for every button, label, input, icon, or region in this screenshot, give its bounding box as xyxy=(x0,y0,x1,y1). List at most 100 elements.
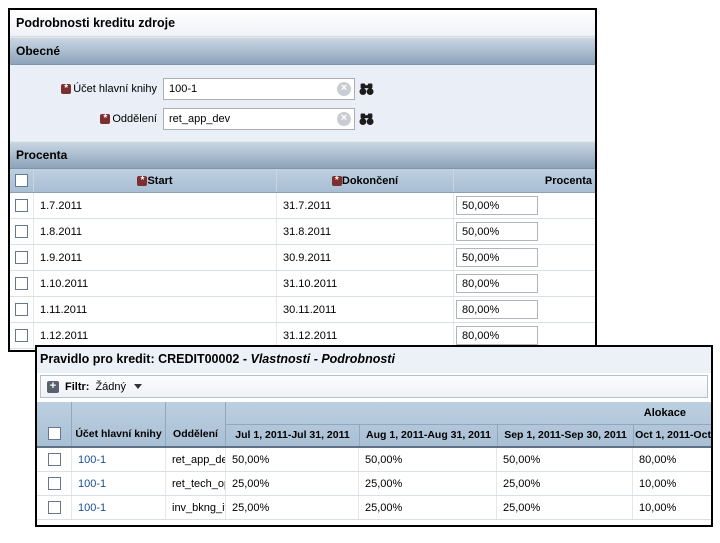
allocation-value: 25,00% xyxy=(358,472,496,495)
table-row: 1.9.2011 30.9.2011 xyxy=(10,245,595,271)
row-checkbox[interactable] xyxy=(15,251,28,264)
allocation-value: 50,00% xyxy=(358,448,496,471)
row-checkbox[interactable] xyxy=(47,501,61,514)
percents-table-header: * Start * Dokončení Procenta xyxy=(10,169,595,193)
department-value: ret_tech_ops xyxy=(165,472,225,495)
column-header-end[interactable]: * Dokončení xyxy=(276,169,453,192)
allocation-table: Účet hlavní knihy Oddělení Alokace Jul 1… xyxy=(37,402,711,520)
window-title: Podrobnosti kreditu zdroje xyxy=(10,10,595,37)
allocation-table-header: Účet hlavní knihy Oddělení Alokace Jul 1… xyxy=(37,402,711,448)
credit-rule-details-window: Pravidlo pro kredit: CREDIT00002 - Vlast… xyxy=(35,345,713,527)
general-form: * Účet hlavní knihy × xyxy=(10,65,595,141)
department-label-text: Oddělení xyxy=(112,113,157,125)
window-title: Pravidlo pro kredit: CREDIT00002 - Vlast… xyxy=(37,347,711,373)
ledger-account-link[interactable]: 100-1 xyxy=(71,472,165,495)
ledger-account-input[interactable] xyxy=(163,78,355,100)
binoculars-icon[interactable] xyxy=(359,82,374,96)
column-header-percent[interactable]: Procenta xyxy=(453,169,595,192)
percent-input[interactable] xyxy=(456,222,538,241)
form-row-ledger-account: * Účet hlavní knihy × xyxy=(10,74,595,104)
start-date: 1.9.2011 xyxy=(33,245,276,270)
filter-bar: + Filtr: Žádný xyxy=(40,375,708,398)
table-row: 1.7.2011 31.7.2011 xyxy=(10,193,595,219)
row-checkbox[interactable] xyxy=(47,477,61,490)
window-title-breadcrumb: Vlastnosti - Podrobnosti xyxy=(250,352,395,366)
percent-input[interactable] xyxy=(456,326,538,345)
chevron-down-icon[interactable] xyxy=(134,384,143,389)
allocation-value: 10,00% xyxy=(632,496,711,519)
percent-input[interactable] xyxy=(456,196,538,215)
table-row: 100-1 ret_app_dev 50,00% 50,00% 50,00% 8… xyxy=(37,448,711,472)
end-date: 30.9.2011 xyxy=(276,245,453,270)
column-header-oct[interactable]: Oct 1, 2011-Oct xyxy=(633,424,711,446)
required-icon: * xyxy=(100,114,111,124)
allocation-value: 80,00% xyxy=(632,448,711,471)
ledger-account-label: * Účet hlavní knihy xyxy=(10,83,157,95)
department-label: * Oddělení xyxy=(10,113,157,125)
start-date: 1.12.2011 xyxy=(33,323,276,348)
column-header-aug[interactable]: Aug 1, 2011-Aug 31, 2011 xyxy=(359,424,497,446)
row-checkbox[interactable] xyxy=(15,303,28,316)
required-icon: * xyxy=(137,175,148,186)
allocation-value: 25,00% xyxy=(496,472,632,495)
row-checkbox[interactable] xyxy=(15,199,28,212)
start-date: 1.7.2011 xyxy=(33,193,276,218)
column-header-department[interactable]: Oddělení xyxy=(165,402,225,446)
table-row: 1.11.2011 30.11.2011 xyxy=(10,297,595,323)
ledger-account-link[interactable]: 100-1 xyxy=(71,448,165,471)
clear-icon[interactable]: × xyxy=(337,82,351,96)
section-header-percents: Procenta xyxy=(10,141,595,169)
department-input[interactable] xyxy=(163,108,355,130)
row-checkbox[interactable] xyxy=(15,329,28,342)
end-date: 31.12.2011 xyxy=(276,323,453,348)
table-row: 1.10.2011 31.10.2011 xyxy=(10,271,595,297)
column-header-ledger-account[interactable]: Účet hlavní knihy xyxy=(71,402,165,446)
required-icon: * xyxy=(61,84,72,94)
form-row-department: * Oddělení × xyxy=(10,104,595,134)
select-all-checkbox[interactable] xyxy=(15,174,28,187)
percent-input[interactable] xyxy=(456,300,538,319)
table-row: 100-1 ret_tech_ops 25,00% 25,00% 25,00% … xyxy=(37,472,711,496)
allocation-value: 50,00% xyxy=(496,448,632,471)
percent-input[interactable] xyxy=(456,248,538,267)
end-date: 31.10.2011 xyxy=(276,271,453,296)
select-all-checkbox[interactable] xyxy=(47,427,61,440)
row-checkbox[interactable] xyxy=(15,277,28,290)
department-value: ret_app_dev xyxy=(165,448,225,471)
filter-label: Filtr: xyxy=(65,380,90,393)
allocation-value: 10,00% xyxy=(632,472,711,495)
filter-value[interactable]: Žádný xyxy=(95,380,127,393)
table-row: 1.12.2011 31.12.2011 xyxy=(10,323,595,349)
department-value: inv_bkng_it xyxy=(165,496,225,519)
ledger-account-link[interactable]: 100-1 xyxy=(71,496,165,519)
required-icon: * xyxy=(331,175,342,186)
end-date: 31.8.2011 xyxy=(276,219,453,244)
section-header-general: Obecné xyxy=(10,37,595,65)
window-title-prefix: Pravidlo pro kredit: CREDIT00002 - xyxy=(40,352,251,366)
column-header-start[interactable]: * Start xyxy=(33,169,276,192)
end-date: 30.11.2011 xyxy=(276,297,453,322)
allocation-value: 25,00% xyxy=(225,496,358,519)
resource-credit-details-window: Podrobnosti kreditu zdroje Obecné * Účet… xyxy=(8,8,597,352)
allocation-value: 25,00% xyxy=(358,496,496,519)
group-header-allocation: Alokace xyxy=(226,402,711,425)
table-row: 1.8.2011 31.8.2011 xyxy=(10,219,595,245)
row-checkbox[interactable] xyxy=(15,225,28,238)
start-date: 1.10.2011 xyxy=(33,271,276,296)
allocation-value: 50,00% xyxy=(225,448,358,471)
column-header-jul[interactable]: Jul 1, 2011-Jul 31, 2011 xyxy=(235,429,350,442)
expand-icon[interactable]: + xyxy=(47,380,59,393)
start-date: 1.8.2011 xyxy=(33,219,276,244)
column-header-sep[interactable]: Sep 1, 2011-Sep 30, 2011 xyxy=(497,424,633,446)
binoculars-icon[interactable] xyxy=(359,112,374,126)
ledger-account-label-text: Účet hlavní knihy xyxy=(73,83,157,95)
clear-icon[interactable]: × xyxy=(337,112,351,126)
allocation-value: 25,00% xyxy=(225,472,358,495)
start-date: 1.11.2011 xyxy=(33,297,276,322)
table-row: 100-1 inv_bkng_it 25,00% 25,00% 25,00% 1… xyxy=(37,496,711,520)
percents-table: * Start * Dokončení Procenta 1.7.2011 31… xyxy=(10,169,595,349)
allocation-value: 25,00% xyxy=(496,496,632,519)
percent-input[interactable] xyxy=(456,274,538,293)
end-date: 31.7.2011 xyxy=(276,193,453,218)
row-checkbox[interactable] xyxy=(47,453,61,466)
